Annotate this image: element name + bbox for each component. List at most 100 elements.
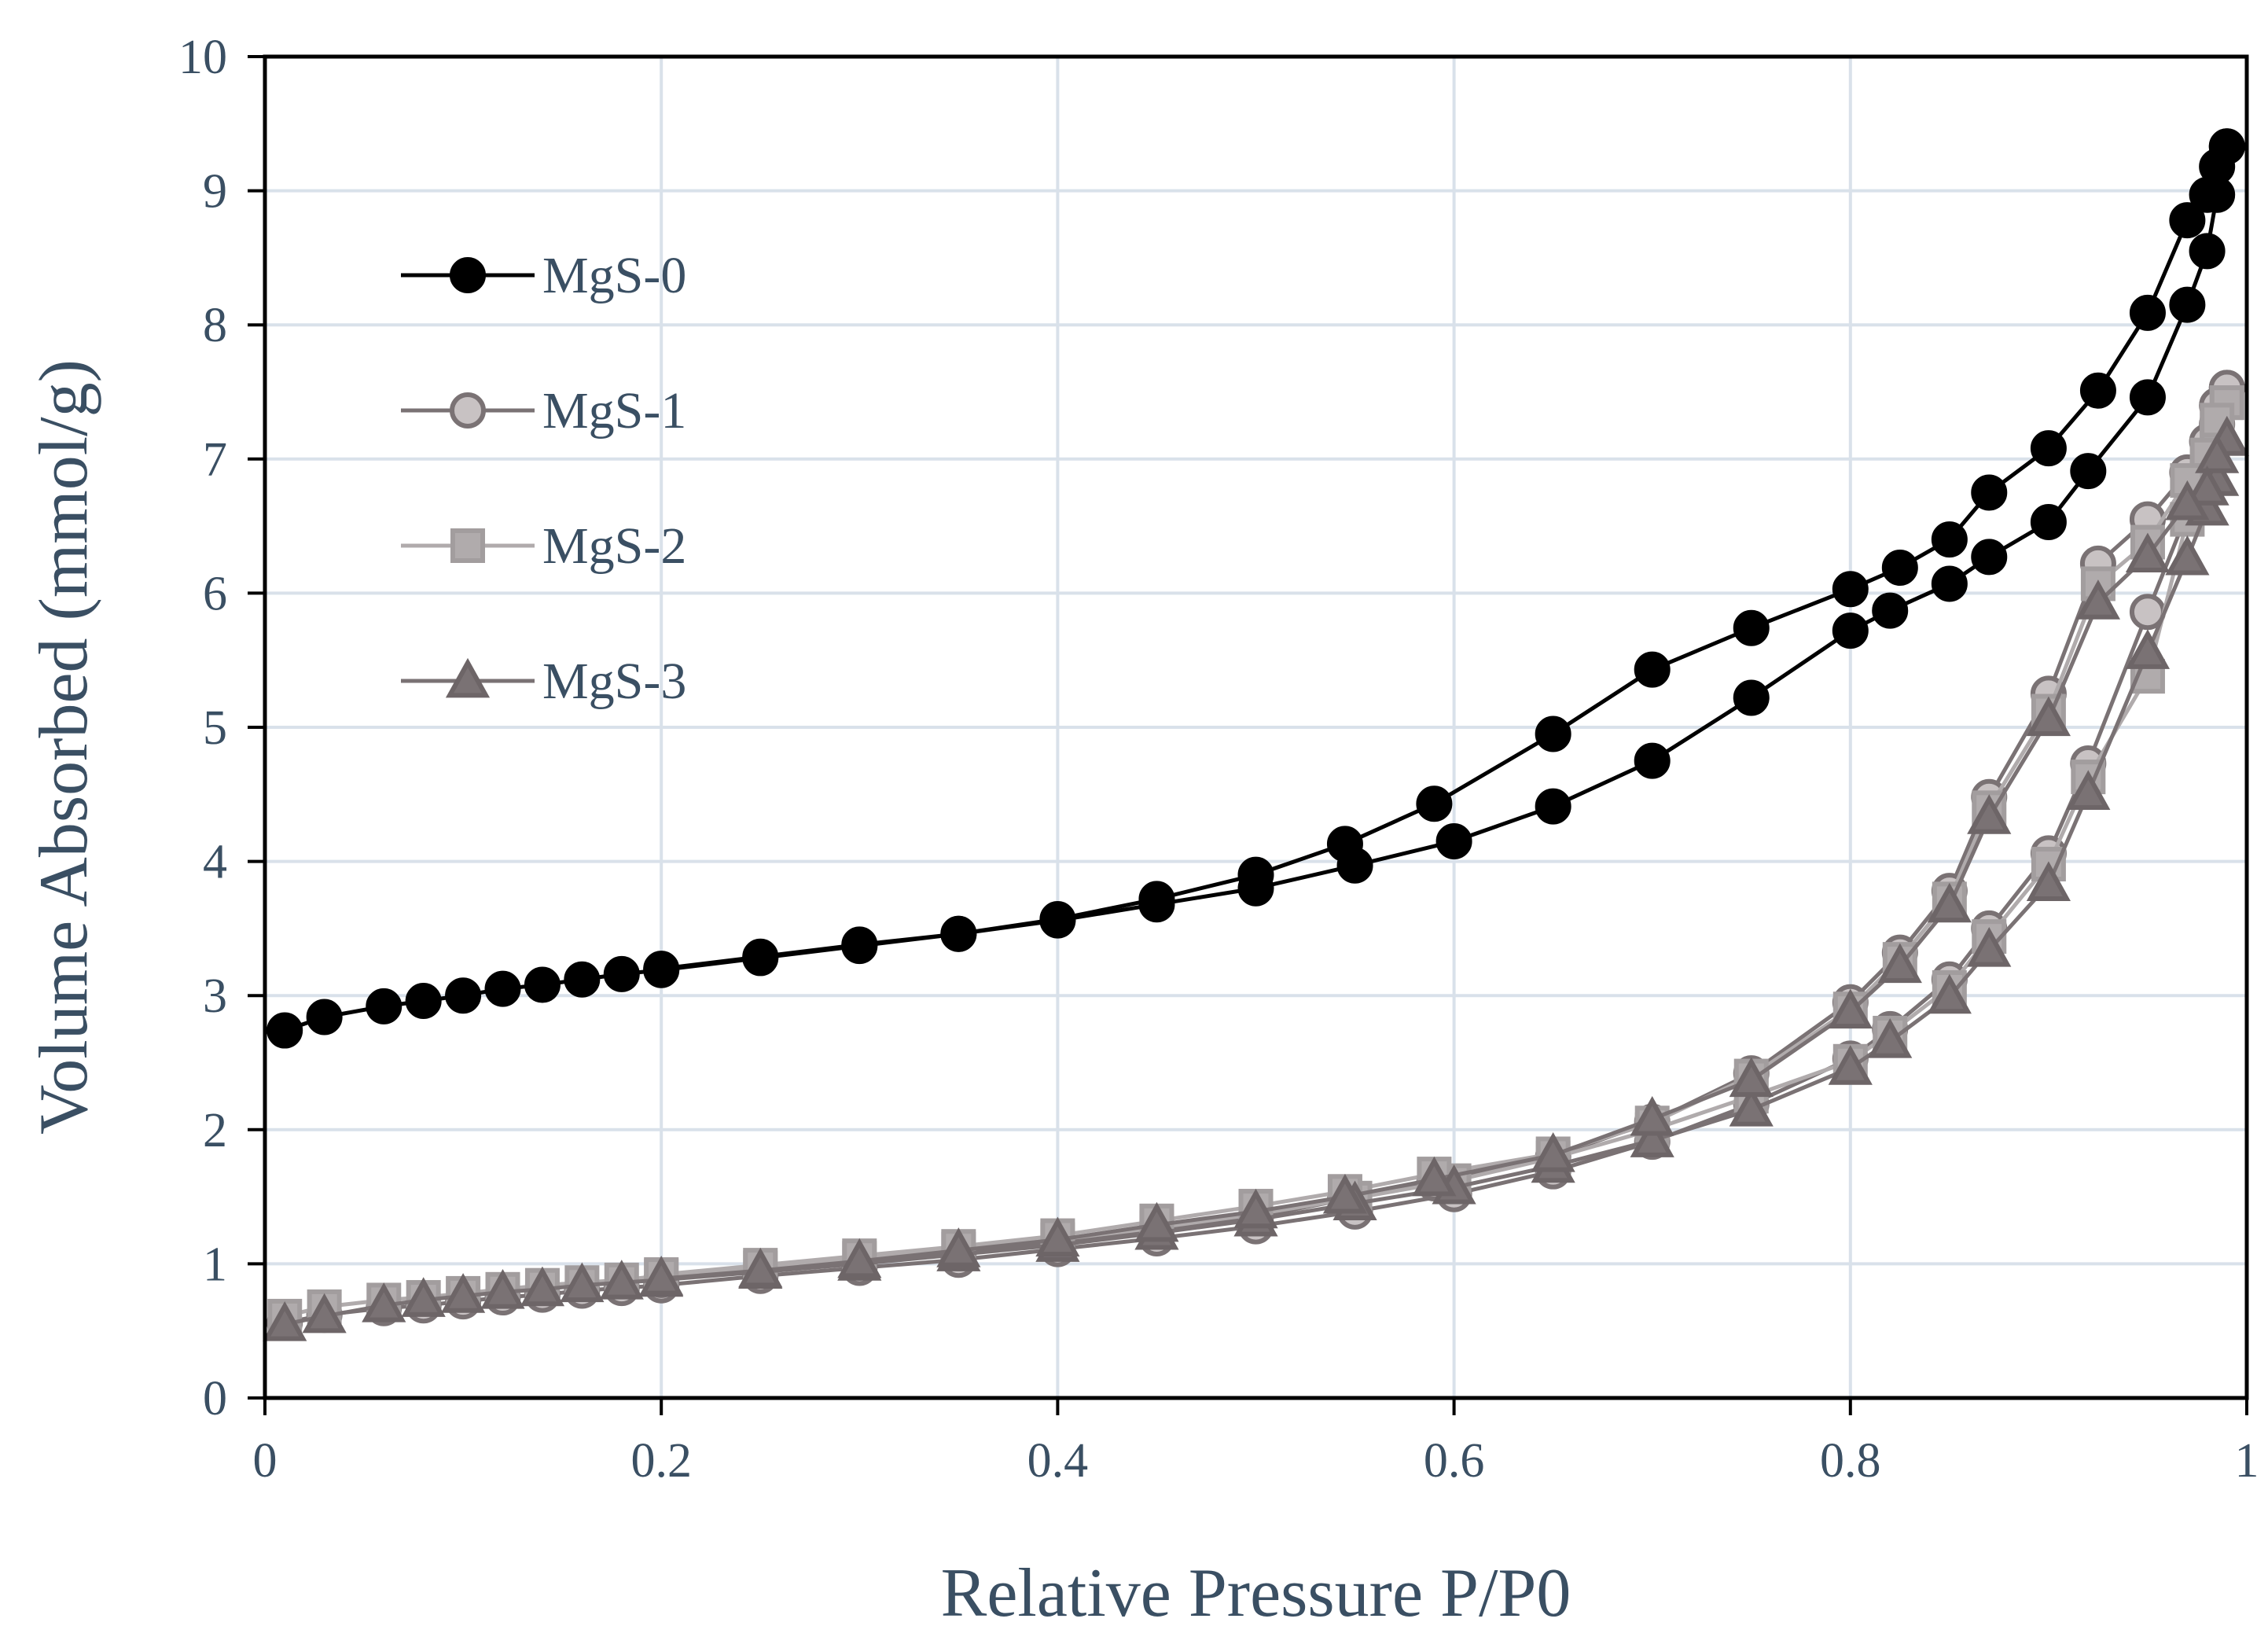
mgs-0-desorption-point bbox=[1634, 651, 1671, 688]
mgs-0-desorption-point bbox=[2030, 430, 2067, 467]
mgs-3-desorption-point bbox=[1877, 943, 1922, 984]
x-axis-title: Relative Pressure P/P0 bbox=[941, 1555, 1571, 1631]
x-tick-label: 0.8 bbox=[1820, 1434, 1881, 1488]
mgs-3-adsorption-point bbox=[1729, 1087, 1774, 1127]
legend-label: MgS-2 bbox=[542, 517, 686, 575]
mgs-3-adsorption-point bbox=[480, 1269, 525, 1309]
mgs-0-adsorption-point bbox=[1931, 565, 1968, 602]
mgs-3-adsorption-point bbox=[362, 1282, 406, 1322]
mgs-0-adsorption-point bbox=[603, 955, 640, 992]
mgs-0-adsorption-point bbox=[2189, 233, 2226, 270]
mgs-3-desorption-point bbox=[2125, 532, 2171, 573]
mgs-3-adsorption-point bbox=[401, 1277, 446, 1317]
mgs-0-adsorption-point bbox=[484, 970, 521, 1007]
legend-marker bbox=[445, 657, 491, 698]
y-tick-label: 0 bbox=[203, 1372, 227, 1425]
mgs-0-desorption-point bbox=[2079, 372, 2116, 409]
mgs-3-desorption-point bbox=[2195, 433, 2240, 473]
mgs-3-desorption-point bbox=[1927, 882, 1972, 923]
y-tick-label: 1 bbox=[203, 1238, 227, 1291]
mgs-3-desorption-point bbox=[2026, 696, 2071, 737]
mgs-3-desorption-point bbox=[837, 1238, 882, 1278]
mgs-3-adsorption-point bbox=[1868, 1018, 1913, 1058]
mgs-3-desorption-point bbox=[1035, 1216, 1080, 1257]
legend-item-mgs-1: MgS-1 bbox=[401, 382, 686, 440]
mgs-0-desorption-point bbox=[1881, 549, 1918, 586]
mgs-0-desorption-point bbox=[1832, 571, 1869, 608]
legend-item-mgs-2: MgS-2 bbox=[401, 517, 686, 575]
y-tick-label: 2 bbox=[203, 1104, 227, 1157]
legend-label: MgS-0 bbox=[542, 247, 686, 304]
mgs-3-adsorption-point bbox=[1927, 973, 1972, 1014]
mgs-0-adsorption-point bbox=[2070, 453, 2107, 490]
mgs-0-adsorption-point bbox=[1971, 539, 2008, 576]
mgs-3-adsorption-point bbox=[2026, 861, 2071, 902]
mgs-3-adsorption-point bbox=[302, 1293, 347, 1333]
mgs-0-desorption-point bbox=[1237, 856, 1274, 893]
mgs-0-adsorption-point bbox=[1435, 823, 1472, 860]
mgs-0-adsorption-point bbox=[2129, 379, 2166, 416]
mgs-3-adsorption-point bbox=[1828, 1045, 1873, 1085]
mgs-0-desorption-point bbox=[2169, 202, 2206, 239]
mgs-3-adsorption-point bbox=[599, 1260, 644, 1300]
mgs-0-adsorption-point bbox=[1535, 788, 1571, 825]
series-mgs-0 bbox=[266, 128, 2245, 1049]
mgs-0-adsorption-point bbox=[1832, 612, 1869, 649]
mgs-0-desorption-point bbox=[742, 938, 779, 975]
mgs-3-desorption-point bbox=[639, 1255, 684, 1296]
mgs-0-desorption-point bbox=[2189, 176, 2226, 213]
y-tick-label: 9 bbox=[203, 165, 227, 219]
legend-marker bbox=[450, 528, 485, 563]
y-tick-label: 5 bbox=[203, 701, 227, 755]
mgs-3-desorption-point bbox=[738, 1247, 783, 1288]
legend-marker bbox=[450, 392, 486, 429]
mgs-0-adsorption-point bbox=[405, 983, 442, 1020]
mgs-3-desorption-point bbox=[2185, 465, 2229, 506]
mgs-0-adsorption-point bbox=[2169, 286, 2206, 323]
y-tick-label: 10 bbox=[178, 31, 227, 84]
mgs-0-desorption-point bbox=[1535, 715, 1571, 752]
legend-item-mgs-0: MgS-0 bbox=[401, 247, 686, 304]
mgs-3-adsorption-point bbox=[560, 1262, 605, 1303]
legend-label: MgS-1 bbox=[542, 382, 686, 440]
plot-series bbox=[263, 128, 2249, 1341]
legend-item-mgs-3: MgS-3 bbox=[401, 653, 686, 710]
mgs-0-desorption-point bbox=[1039, 900, 1076, 937]
mgs-3-desorption-point bbox=[1729, 1057, 1774, 1098]
mgs-3-adsorption-point bbox=[2165, 535, 2210, 576]
mgs-0-adsorption-point bbox=[564, 961, 601, 998]
mgs-0-desorption-point bbox=[1416, 785, 1453, 822]
mgs-0-desorption-point bbox=[1326, 826, 1363, 863]
mgs-3-adsorption-point bbox=[1967, 927, 2012, 967]
mgs-0-adsorption-point bbox=[366, 988, 403, 1024]
mgs-0-adsorption-point bbox=[524, 966, 561, 1003]
mgs-0-desorption-point bbox=[940, 915, 977, 952]
mgs-0-adsorption-point bbox=[2030, 503, 2067, 540]
x-tick-label: 0.6 bbox=[1424, 1434, 1485, 1488]
mgs-0-desorption-point bbox=[1138, 881, 1175, 918]
y-tick-label: 7 bbox=[203, 433, 227, 487]
series-mgs-3 bbox=[263, 416, 2249, 1341]
mgs-0-desorption-point bbox=[2129, 294, 2166, 331]
mgs-3-desorption-point bbox=[1967, 794, 2012, 834]
x-tick-label: 1 bbox=[2235, 1434, 2259, 1488]
mgs-3-desorption-point bbox=[1828, 988, 1873, 1029]
y-tick-label: 3 bbox=[203, 969, 227, 1023]
x-tick-label: 0.2 bbox=[630, 1434, 692, 1488]
mgs-3-desorption-point bbox=[2075, 579, 2121, 620]
mgs-0-adsorption-point bbox=[266, 1012, 303, 1049]
mgs-0-adsorption-point bbox=[306, 999, 343, 1036]
mgs-3-adsorption-point bbox=[520, 1266, 565, 1307]
mgs-0-desorption-point bbox=[841, 926, 878, 963]
mgs-3-desorption-point bbox=[1630, 1095, 1674, 1136]
mgs-3-adsorption-point bbox=[263, 1300, 307, 1341]
mgs-0-adsorption-point bbox=[445, 977, 482, 1014]
mgs-3-desorption-point bbox=[936, 1227, 981, 1267]
y-tick-label: 8 bbox=[203, 299, 227, 352]
legend-marker bbox=[450, 257, 486, 293]
mgs-3-adsorption-point bbox=[441, 1273, 486, 1313]
mgs-0-adsorption-point bbox=[1872, 592, 1909, 629]
